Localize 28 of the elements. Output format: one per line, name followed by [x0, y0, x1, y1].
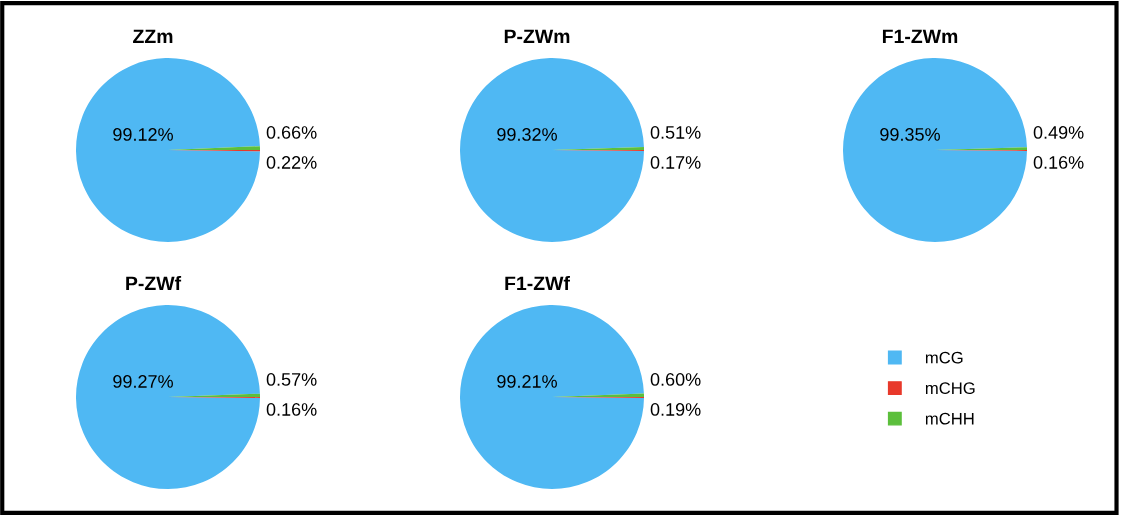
legend-label: mCHH — [925, 412, 974, 425]
data-label: 99.21% — [497, 375, 557, 388]
data-label: 0.19% — [650, 403, 701, 416]
data-label: 0.66% — [266, 126, 317, 139]
data-label: 0.17% — [650, 156, 701, 169]
chart-title: ZZm — [133, 29, 173, 44]
pie-slice — [843, 58, 1027, 242]
chart-title: P-ZWm — [504, 29, 570, 44]
chart-title: P-ZWf — [126, 275, 182, 291]
data-label: 99.27% — [113, 375, 173, 388]
legend-label: mCHG — [925, 382, 975, 395]
data-label: 99.35% — [880, 128, 940, 141]
chart-title: F1-ZWf — [505, 275, 570, 291]
pie-slice — [460, 58, 644, 242]
data-label: 0.16% — [1033, 156, 1084, 169]
data-label: 99.32% — [497, 128, 557, 141]
pie-slice — [76, 58, 260, 242]
pie-slice — [76, 305, 260, 489]
data-label: 99.12% — [113, 128, 173, 141]
data-label: 0.57% — [266, 373, 317, 386]
data-label: 0.22% — [266, 156, 317, 169]
legend-label: mCG — [925, 351, 963, 364]
chart-title: F1-ZWm — [882, 29, 958, 44]
data-label: 0.60% — [650, 373, 701, 386]
data-label: 0.51% — [650, 126, 701, 139]
data-label: 0.49% — [1033, 126, 1084, 139]
pie-slice — [460, 305, 644, 489]
data-label: 0.16% — [266, 403, 317, 416]
